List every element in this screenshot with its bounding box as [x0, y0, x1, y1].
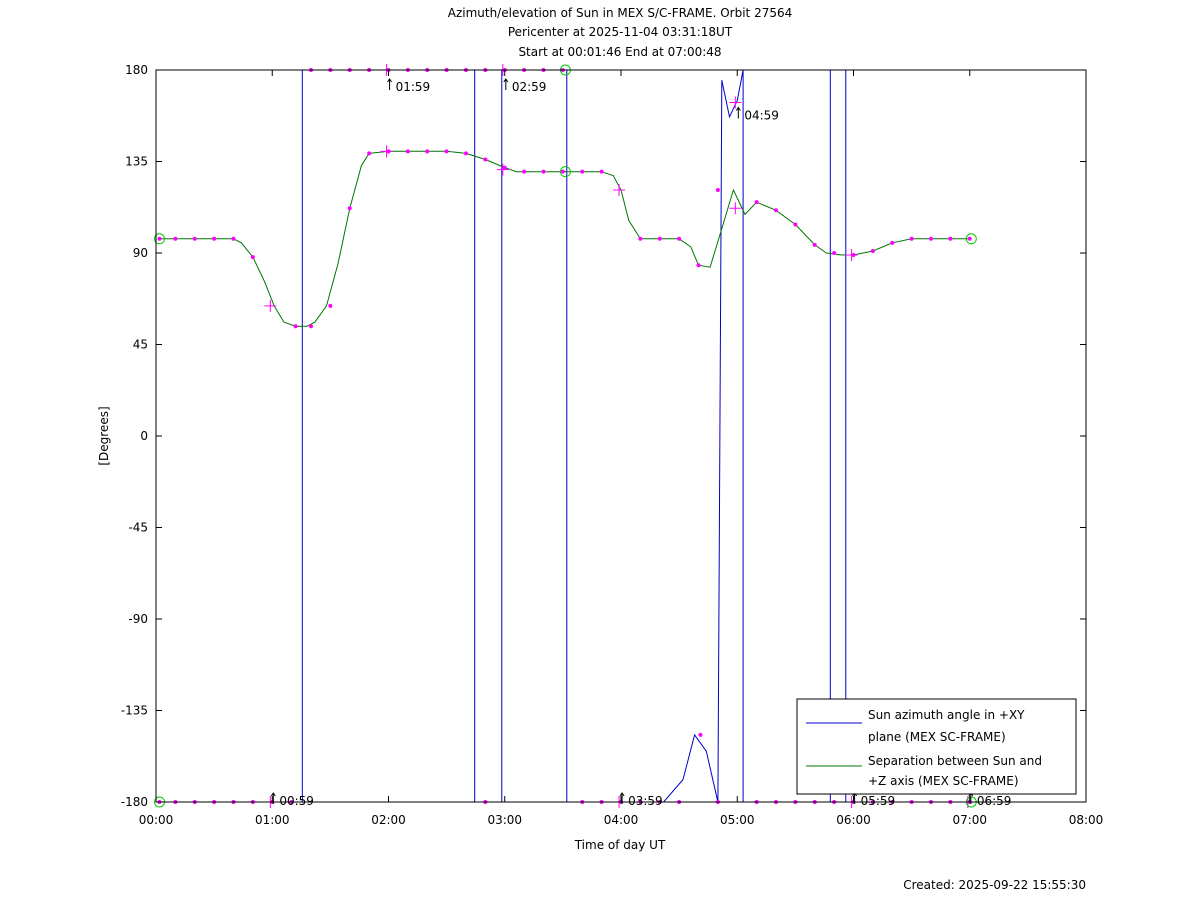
data-point-marker [890, 240, 895, 245]
event-circle-marker [559, 166, 571, 178]
annotation-arrow [503, 78, 509, 90]
x-tick-label: 06:00 [836, 813, 871, 827]
annotation-label: 03:59 [628, 794, 663, 808]
x-tick-label: 01:00 [255, 813, 290, 827]
data-point-marker [754, 200, 759, 205]
annotation-label: 00:59 [279, 794, 314, 808]
y-axis-label: [Degrees] [97, 406, 111, 465]
data-point-marker [483, 157, 488, 162]
data-point-marker [367, 151, 372, 156]
data-point-marker [698, 732, 703, 737]
x-tick-label: 02:00 [371, 813, 406, 827]
data-point-marker [677, 236, 682, 241]
x-tick-label: 07:00 [952, 813, 987, 827]
legend-label-separation-line-2: +Z axis (MEX SC-FRAME) [868, 774, 1019, 788]
data-point-marker [948, 236, 953, 241]
legend-label-azimuth-line-2: plane (MEX SC-FRAME) [868, 730, 1006, 744]
annotation-layer: 00:59 01:59 02:59 03:59 04:59 05:59 06:59 [270, 78, 1012, 808]
legend-label-azimuth-line-1: Sun azimuth angle in +XY [868, 708, 1025, 722]
x-tick-label: 03:00 [487, 813, 522, 827]
tick-layer: 00:00 01:00 02:00 03:00 04:00 05:00 06:00 07:00… [121, 63, 1104, 827]
y-tick-label: 90 [133, 246, 148, 260]
data-point-marker [212, 236, 217, 241]
data-point-marker [309, 324, 313, 329]
data-point-marker [444, 149, 449, 154]
hour-cross-marker [613, 183, 626, 196]
series-line-separation [159, 150, 972, 327]
y-tick-label: -45 [128, 521, 148, 535]
created-timestamp: Created: 2025-09-22 15:55:30 [903, 878, 1086, 892]
data-point-marker [405, 149, 410, 154]
legend: Sun azimuth angle in +XY plane (MEX SC-F… [796, 698, 1077, 795]
data-point-marker [638, 236, 643, 241]
hour-cross-marker [845, 249, 858, 262]
data-point-marker [929, 236, 933, 241]
data-point-marker [347, 206, 352, 211]
chart-title-line-1: Azimuth/elevation of Sun in MEX S/C-FRAM… [448, 6, 793, 20]
event-circle-marker [965, 233, 977, 245]
y-tick-label: -90 [128, 612, 148, 626]
x-axis-label: Time of day UT [574, 838, 666, 852]
y-tick-label: 180 [125, 63, 148, 77]
data-point-marker [425, 149, 430, 154]
annotation-arrow [735, 106, 741, 119]
annotation-label: 05:59 [861, 794, 896, 808]
marker-layer [153, 64, 977, 808]
hour-cross-marker [264, 299, 277, 312]
data-point-marker [599, 169, 604, 174]
y-tick-label: 135 [125, 155, 148, 169]
data-point-marker [328, 303, 333, 308]
data-point-marker [793, 222, 798, 227]
legend-box [796, 698, 1077, 795]
data-point-marker [192, 236, 197, 241]
y-tick-label: 0 [140, 429, 148, 443]
plot-frame [155, 69, 1087, 803]
data-point-marker [231, 236, 236, 241]
data-point-marker [832, 251, 837, 255]
annotation-arrow [387, 78, 392, 90]
annotation-label: 02:59 [512, 80, 547, 94]
annotation-label: 04:59 [744, 109, 779, 123]
y-tick-label: -180 [121, 795, 148, 809]
data-point-marker [502, 165, 507, 170]
x-tick-label: 08:00 [1069, 813, 1104, 827]
data-point-marker [464, 151, 468, 156]
data-point-marker [541, 169, 546, 174]
y-tick-label: -135 [121, 704, 148, 718]
data-point-marker [522, 169, 527, 174]
data-point-marker [909, 236, 914, 241]
annotation-label: 06:59 [977, 794, 1012, 808]
y-tick-label: 45 [133, 338, 148, 352]
chart-title-line-2: Pericenter at 2025-11-04 03:31:18UT [508, 25, 733, 39]
legend-label-separation-line-1: Separation between Sun and [868, 754, 1042, 768]
data-point-marker [715, 187, 720, 192]
x-tick-label: 05:00 [720, 813, 755, 827]
hour-cross-marker [380, 145, 393, 158]
annotation-label: 01:59 [396, 80, 431, 94]
data-point-marker [812, 242, 817, 247]
hour-cross-marker [729, 96, 742, 109]
series-line-azimuth [159, 69, 972, 803]
data-point-marker [173, 236, 178, 241]
data-point-marker [580, 169, 585, 174]
data-point-marker [560, 169, 565, 174]
series-layer [159, 69, 972, 803]
data-point-marker [967, 236, 972, 241]
data-point-marker [250, 255, 255, 260]
x-tick-label: 04:00 [604, 813, 639, 827]
data-point-marker [696, 263, 701, 268]
data-point-marker [774, 208, 778, 213]
data-point-marker [870, 248, 875, 253]
hour-cross-marker [496, 163, 509, 176]
data-point-marker [157, 236, 162, 241]
hour-cross-marker [729, 202, 742, 215]
data-point-marker [293, 324, 298, 329]
chart-title-line-3: Start at 00:01:46 End at 07:00:48 [518, 45, 721, 59]
event-circle-marker [153, 233, 165, 245]
data-point-marker [657, 236, 662, 241]
x-tick-label: 00:00 [139, 813, 174, 827]
